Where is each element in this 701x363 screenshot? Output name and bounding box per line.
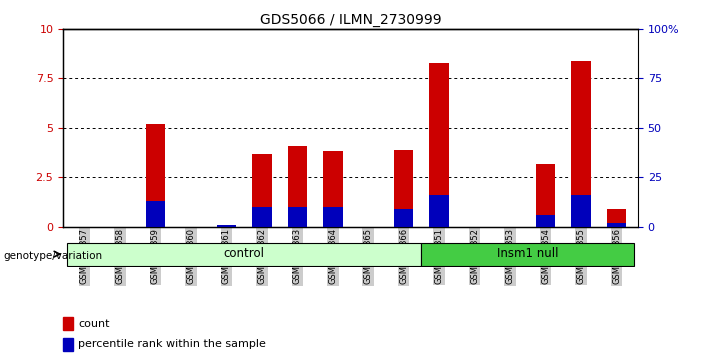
Bar bbox=[571, 195, 591, 227]
Bar bbox=[430, 63, 449, 227]
Bar bbox=[146, 124, 165, 227]
Bar bbox=[217, 225, 236, 227]
Text: Insm1 null: Insm1 null bbox=[497, 247, 559, 260]
Title: GDS5066 / ILMN_2730999: GDS5066 / ILMN_2730999 bbox=[259, 13, 442, 26]
Bar bbox=[323, 207, 343, 227]
Bar bbox=[607, 223, 627, 227]
Bar bbox=[394, 150, 414, 227]
Text: percentile rank within the sample: percentile rank within the sample bbox=[78, 339, 266, 349]
Bar bbox=[252, 154, 271, 227]
Bar bbox=[252, 207, 271, 227]
Bar bbox=[63, 338, 74, 351]
Bar bbox=[287, 146, 307, 227]
Bar bbox=[146, 201, 165, 227]
Bar bbox=[217, 225, 236, 227]
Bar bbox=[536, 215, 555, 227]
FancyBboxPatch shape bbox=[421, 242, 634, 266]
Bar bbox=[323, 151, 343, 227]
Bar bbox=[571, 61, 591, 227]
Text: genotype/variation: genotype/variation bbox=[4, 251, 102, 261]
FancyBboxPatch shape bbox=[67, 242, 421, 266]
Bar bbox=[430, 195, 449, 227]
Text: control: control bbox=[224, 247, 264, 260]
Bar bbox=[394, 209, 414, 227]
Bar bbox=[536, 164, 555, 227]
Text: count: count bbox=[78, 318, 109, 329]
Bar bbox=[63, 317, 74, 330]
Bar bbox=[607, 209, 627, 227]
Bar bbox=[287, 207, 307, 227]
